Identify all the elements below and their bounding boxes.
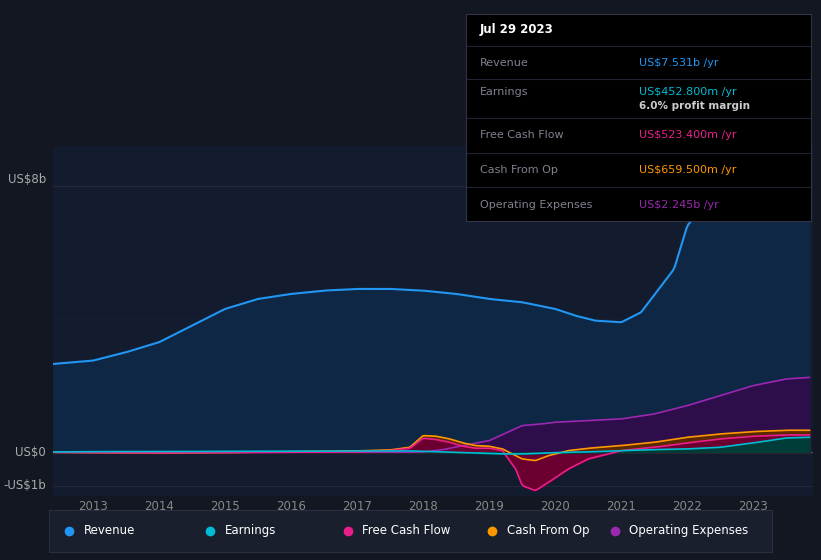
Text: 6.0% profit margin: 6.0% profit margin [639, 101, 750, 111]
Text: US$2.245b /yr: US$2.245b /yr [639, 199, 718, 209]
Text: US$452.800m /yr: US$452.800m /yr [639, 87, 736, 97]
Text: US$7.531b /yr: US$7.531b /yr [639, 58, 718, 68]
Text: -US$1b: -US$1b [3, 479, 46, 492]
Text: Cash From Op: Cash From Op [480, 165, 558, 175]
Text: Free Cash Flow: Free Cash Flow [480, 130, 564, 140]
Text: Earnings: Earnings [480, 87, 529, 97]
Text: US$0: US$0 [15, 446, 46, 459]
Text: Revenue: Revenue [480, 58, 529, 68]
Text: Operating Expenses: Operating Expenses [630, 524, 749, 537]
Text: Free Cash Flow: Free Cash Flow [362, 524, 451, 537]
Text: Jul 29 2023: Jul 29 2023 [480, 23, 554, 36]
Text: US$659.500m /yr: US$659.500m /yr [639, 165, 736, 175]
Text: US$523.400m /yr: US$523.400m /yr [639, 130, 736, 140]
Text: Revenue: Revenue [84, 524, 135, 537]
Text: Cash From Op: Cash From Op [507, 524, 589, 537]
Text: US$8b: US$8b [7, 172, 46, 185]
Text: Earnings: Earnings [225, 524, 276, 537]
Text: Operating Expenses: Operating Expenses [480, 199, 593, 209]
